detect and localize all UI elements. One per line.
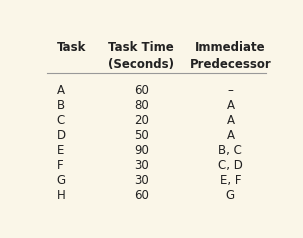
Text: A: A bbox=[57, 84, 65, 97]
Text: 50: 50 bbox=[134, 129, 148, 142]
Text: B: B bbox=[57, 99, 65, 112]
Text: G: G bbox=[57, 174, 66, 187]
Text: 30: 30 bbox=[134, 159, 148, 172]
Text: 60: 60 bbox=[134, 84, 149, 97]
Text: 30: 30 bbox=[134, 174, 148, 187]
Text: 60: 60 bbox=[134, 189, 149, 202]
Text: D: D bbox=[57, 129, 66, 142]
Text: Task: Task bbox=[57, 41, 86, 55]
Text: B, C: B, C bbox=[218, 144, 242, 157]
Text: C, D: C, D bbox=[218, 159, 243, 172]
Text: G: G bbox=[226, 189, 235, 202]
Text: 90: 90 bbox=[134, 144, 149, 157]
Text: A: A bbox=[226, 99, 235, 112]
Text: A: A bbox=[226, 114, 235, 127]
Text: A: A bbox=[226, 129, 235, 142]
Text: –: – bbox=[228, 84, 233, 97]
Text: Immediate
Predecessor: Immediate Predecessor bbox=[190, 41, 271, 71]
Text: C: C bbox=[57, 114, 65, 127]
Text: 80: 80 bbox=[134, 99, 148, 112]
Text: 20: 20 bbox=[134, 114, 149, 127]
Text: H: H bbox=[57, 189, 65, 202]
Text: Task Time
(Seconds): Task Time (Seconds) bbox=[108, 41, 174, 71]
Text: F: F bbox=[57, 159, 63, 172]
Text: E: E bbox=[57, 144, 64, 157]
Text: E, F: E, F bbox=[220, 174, 241, 187]
